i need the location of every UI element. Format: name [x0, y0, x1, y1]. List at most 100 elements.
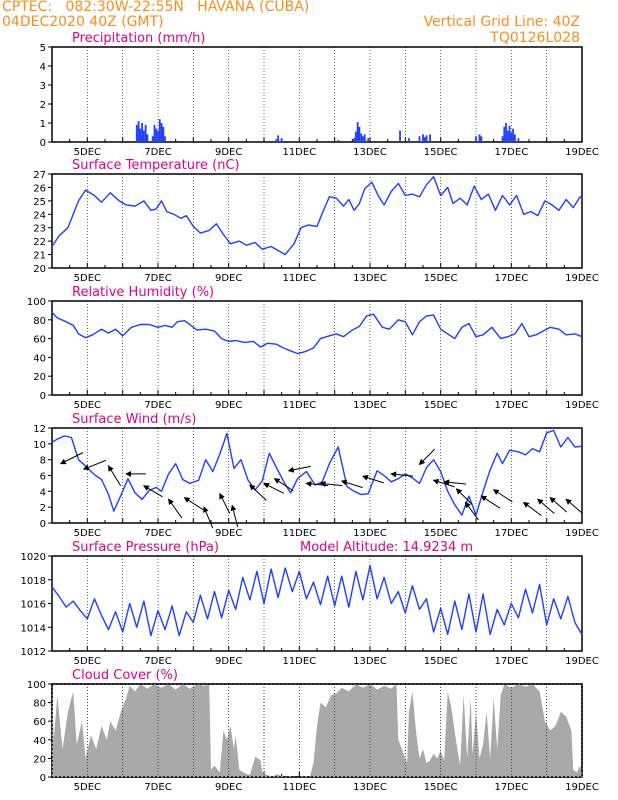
precip-bar — [360, 133, 363, 142]
header-grid-line: Vertical Grid Line: 40Z — [423, 14, 580, 30]
x-tick-label: 17DEC — [494, 273, 528, 284]
precip-bar — [160, 123, 163, 142]
precip-bar — [354, 131, 357, 142]
x-tick-label: 7DEC — [144, 656, 171, 667]
y-tick-label: 21 — [33, 251, 46, 262]
precip-bar — [512, 128, 514, 142]
x-tick-label: 17DEC — [494, 656, 528, 667]
wind-arrow — [361, 474, 384, 484]
x-tick-label: 13DEC — [353, 273, 387, 284]
precip-bar — [153, 124, 156, 142]
y-tick-label: 26 — [33, 183, 46, 194]
wind-arrow — [273, 478, 294, 492]
x-tick-label: 17DEC — [494, 400, 528, 411]
precip-bar — [425, 135, 428, 142]
x-tick-label: 15DEC — [424, 147, 458, 158]
precip-bar — [157, 130, 159, 142]
wind-arrow — [108, 465, 122, 487]
y-tick-label: 40 — [33, 353, 46, 364]
x-tick-label: 5DEC — [74, 528, 101, 539]
precip-bar — [151, 136, 154, 142]
wind-arrow — [565, 498, 583, 514]
y-tick-label: 100 — [27, 680, 46, 691]
wind-arrow — [263, 482, 285, 494]
plot-frame — [51, 427, 583, 524]
precip-bar — [146, 134, 149, 142]
wind-arrow — [319, 480, 343, 487]
wind-arrow — [340, 479, 363, 489]
y-tick-label: 3 — [40, 81, 46, 92]
precip-bar — [418, 136, 421, 142]
y-tick-label: 20 — [33, 264, 46, 275]
precip-bar — [363, 134, 366, 142]
precip-bar — [422, 134, 424, 142]
x-tick-label: 7DEC — [144, 273, 171, 284]
wind-arrow — [492, 489, 513, 503]
y-tick-label: 25 — [33, 197, 46, 208]
x-tick-label: 19DEC — [565, 656, 599, 667]
plot-frame — [51, 46, 583, 143]
y-tick-label: 24 — [33, 210, 46, 221]
panel-4: Surface Pressure (hPa) Model Altitude: 14… — [21, 540, 599, 667]
x-tick-label: 17DEC — [494, 782, 528, 793]
precip-bar — [508, 125, 511, 142]
precip-bar — [162, 126, 165, 142]
x-tick-label: 13DEC — [353, 656, 387, 667]
wind-arrow — [82, 459, 106, 471]
precip-bar — [506, 130, 509, 142]
x-tick-label: 11DEC — [282, 656, 316, 667]
panel-1: Surface Temperature (nC) 20 21 22 23 24 25 26 27… — [33, 158, 599, 284]
y-tick-label: 60 — [33, 717, 46, 728]
wind-arrow — [418, 448, 436, 466]
y-tick-label: 10 — [33, 440, 46, 451]
precip-bar — [142, 130, 145, 142]
panel-title: Surface Pressure (hPa) — [72, 540, 219, 555]
y-tick-label: 4 — [40, 62, 46, 73]
x-tick-label: 5DEC — [74, 400, 101, 411]
precip-bar — [513, 134, 516, 142]
precip-bar — [277, 135, 280, 142]
y-tick-label: 23 — [33, 224, 46, 235]
precip-bar — [139, 128, 142, 142]
wind-arrow — [522, 501, 542, 517]
panel-2: Relative Humidity (%) 0 20 40 60 80 100 5DEC 7DE… — [27, 285, 599, 411]
y-tick-label: 20 — [33, 372, 46, 383]
y-tick-label: 100 — [27, 297, 46, 308]
y-tick-label: 1012 — [21, 647, 46, 658]
precip-bar — [275, 139, 278, 142]
precip-bar — [480, 136, 483, 142]
x-tick-label: 9DEC — [215, 656, 242, 667]
precip-bar — [423, 137, 426, 142]
x-tick-label: 9DEC — [215, 528, 242, 539]
x-tick-label: 15DEC — [424, 528, 458, 539]
wind-arrow — [59, 452, 84, 465]
x-tick-label: 11DEC — [282, 400, 316, 411]
y-tick-label: 2 — [40, 503, 46, 514]
y-tick-label: 60 — [33, 335, 46, 346]
y-tick-label: 0 — [40, 391, 46, 402]
y-tick-label: 5 — [40, 43, 46, 54]
x-tick-label: 19DEC — [565, 400, 599, 411]
y-tick-label: 6 — [40, 472, 46, 483]
panel-title: Cloud Cover (%) — [72, 668, 178, 683]
header-code: TQ0126L028 — [490, 30, 580, 46]
x-tick-label: 11DEC — [282, 782, 316, 793]
precip-bar — [475, 136, 477, 142]
x-tick-label: 15DEC — [424, 400, 458, 411]
series-line — [51, 311, 583, 355]
plot-frame — [51, 300, 583, 396]
y-tick-label: 20 — [33, 754, 46, 765]
x-tick-label: 11DEC — [282, 528, 316, 539]
precip-bar — [517, 138, 520, 142]
x-tick-label: 9DEC — [215, 147, 242, 158]
y-tick-label: 1018 — [21, 576, 46, 587]
x-tick-label: 9DEC — [215, 400, 242, 411]
precip-bar — [135, 124, 138, 142]
x-tick-label: 13DEC — [353, 147, 387, 158]
x-tick-label: 5DEC — [74, 273, 101, 284]
x-tick-label: 15DEC — [424, 273, 458, 284]
precip-bar — [144, 124, 147, 142]
wind-arrow — [443, 479, 467, 486]
wind-arrow — [549, 497, 568, 513]
y-tick-label: 0 — [40, 138, 46, 149]
